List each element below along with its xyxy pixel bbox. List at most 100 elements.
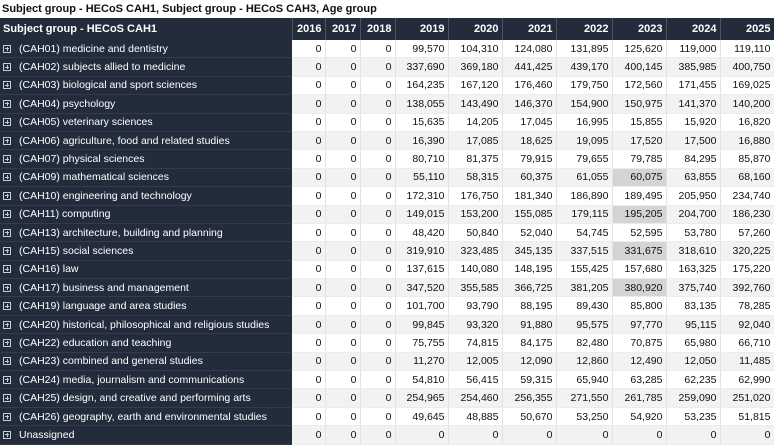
value-cell: 93,320 — [448, 315, 503, 335]
row-label-cell: (CAH01) medicine and dentistry — [0, 40, 292, 59]
value-cell: 85,800 — [612, 296, 667, 316]
row-label-cell: (CAH04) psychology — [0, 94, 292, 114]
expand-toggle[interactable] — [3, 412, 11, 421]
value-cell: 79,915 — [502, 149, 557, 169]
value-cell: 15,855 — [612, 113, 667, 132]
row-label-cell: Unassigned — [0, 425, 292, 445]
expand-toggle[interactable] — [3, 375, 11, 384]
data-row: (CAH01) medicine and dentistry 0 0 0 99,570 1… — [0, 40, 774, 59]
row-label: (CAH17) business and management — [19, 281, 189, 294]
row-label-cell: (CAH10) engineering and technology — [0, 186, 292, 206]
expand-toggle[interactable] — [3, 338, 11, 347]
value-cell: 0 — [325, 76, 361, 96]
value-cell: 0 — [325, 388, 361, 408]
value-cell: 345,135 — [502, 241, 557, 261]
header-year: 2025 — [720, 18, 774, 40]
value-cell: 204,700 — [666, 205, 721, 224]
expand-toggle[interactable] — [3, 394, 11, 403]
value-cell: 380,920 — [612, 278, 667, 298]
row-label-cell: (CAH07) physical sciences — [0, 149, 292, 169]
value-cell: 195,205 — [612, 205, 667, 224]
value-cell: 54,920 — [612, 407, 667, 427]
row-label: (CAH03) biological and sport sciences — [19, 79, 198, 92]
value-cell: 0 — [360, 241, 396, 261]
value-cell: 80,710 — [395, 149, 449, 169]
data-row: (CAH16) law 0 0 0 137,615 140,080 148,195 155,4… — [0, 260, 774, 280]
expand-toggle[interactable] — [3, 283, 11, 292]
value-cell: 0 — [325, 370, 361, 390]
row-label-cell: (CAH19) language and area studies — [0, 296, 292, 316]
value-cell: 0 — [292, 186, 326, 206]
value-cell: 0 — [325, 94, 361, 114]
value-cell: 0 — [666, 425, 721, 445]
value-cell: 163,325 — [666, 260, 721, 280]
value-cell: 0 — [360, 296, 396, 316]
expand-toggle[interactable] — [3, 155, 11, 164]
value-cell: 0 — [292, 315, 326, 335]
value-cell: 366,725 — [502, 278, 557, 298]
expand-toggle[interactable] — [3, 210, 11, 219]
value-cell: 140,200 — [720, 94, 774, 114]
row-label: (CAH09) mathematical sciences — [19, 171, 169, 184]
row-label: (CAH23) combined and general studies — [19, 355, 203, 368]
value-cell: 65,980 — [666, 333, 721, 353]
row-label: (CAH05) veterinary sciences — [19, 116, 153, 129]
value-cell: 14,205 — [448, 113, 503, 132]
row-label: (CAH25) design, and creative and perform… — [19, 392, 251, 405]
row-label: (CAH19) language and area studies — [19, 300, 187, 313]
value-cell: 155,425 — [556, 260, 613, 280]
expand-toggle[interactable] — [3, 320, 11, 329]
value-cell: 53,780 — [666, 223, 721, 243]
value-cell: 125,620 — [612, 40, 667, 59]
value-cell: 0 — [325, 205, 361, 224]
value-cell: 143,490 — [448, 94, 503, 114]
value-cell: 323,485 — [448, 241, 503, 261]
value-cell: 0 — [325, 260, 361, 280]
expand-toggle[interactable] — [3, 228, 11, 237]
expand-toggle[interactable] — [3, 191, 11, 200]
data-row: (CAH23) combined and general studies 0 0 0 1… — [0, 352, 774, 372]
data-row: (CAH11) computing 0 0 0 149,015 153,200 155,08… — [0, 205, 774, 224]
value-cell: 318,610 — [666, 241, 721, 261]
value-cell: 95,575 — [556, 315, 613, 335]
expand-toggle[interactable] — [3, 44, 11, 53]
expand-toggle[interactable] — [3, 99, 11, 108]
value-cell: 154,900 — [556, 94, 613, 114]
value-cell: 62,990 — [720, 370, 774, 390]
value-cell: 0 — [360, 352, 396, 372]
data-row: (CAH20) historical, philosophical and re… — [0, 315, 774, 335]
value-cell: 88,195 — [502, 296, 557, 316]
value-cell: 54,810 — [395, 370, 449, 390]
report-title: Subject group - HECoS CAH1, Subject grou… — [2, 3, 377, 15]
expand-toggle[interactable] — [3, 430, 11, 439]
value-cell: 51,815 — [720, 407, 774, 427]
header-year: 2020 — [448, 18, 503, 40]
expand-toggle[interactable] — [3, 136, 11, 145]
expand-toggle[interactable] — [3, 81, 11, 90]
value-cell: 138,055 — [395, 94, 449, 114]
value-cell: 0 — [292, 57, 326, 77]
value-cell: 12,050 — [666, 352, 721, 372]
expand-toggle[interactable] — [3, 63, 11, 72]
value-cell: 171,455 — [666, 76, 721, 96]
value-cell: 54,745 — [556, 223, 613, 243]
value-cell: 369,180 — [448, 57, 503, 77]
value-cell: 189,495 — [612, 186, 667, 206]
value-cell: 0 — [292, 241, 326, 261]
value-cell: 179,115 — [556, 205, 613, 224]
expand-toggle[interactable] — [3, 173, 11, 182]
expand-toggle[interactable] — [3, 118, 11, 127]
expand-toggle[interactable] — [3, 357, 11, 366]
header-year: 2023 — [612, 18, 667, 40]
value-cell: 15,635 — [395, 113, 449, 132]
value-cell: 320,225 — [720, 241, 774, 261]
expand-toggle[interactable] — [3, 302, 11, 311]
row-label-cell: (CAH20) historical, philosophical and re… — [0, 315, 292, 335]
value-cell: 150,975 — [612, 94, 667, 114]
expand-toggle[interactable] — [3, 246, 11, 255]
value-cell: 186,230 — [720, 205, 774, 224]
value-cell: 140,080 — [448, 260, 503, 280]
expand-toggle[interactable] — [3, 265, 11, 274]
value-cell: 79,655 — [556, 149, 613, 169]
value-cell: 155,085 — [502, 205, 557, 224]
